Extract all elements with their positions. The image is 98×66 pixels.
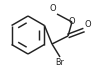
Text: O: O bbox=[69, 17, 75, 27]
Text: O: O bbox=[49, 4, 56, 13]
Text: Br: Br bbox=[56, 58, 64, 66]
Text: O: O bbox=[85, 20, 92, 29]
